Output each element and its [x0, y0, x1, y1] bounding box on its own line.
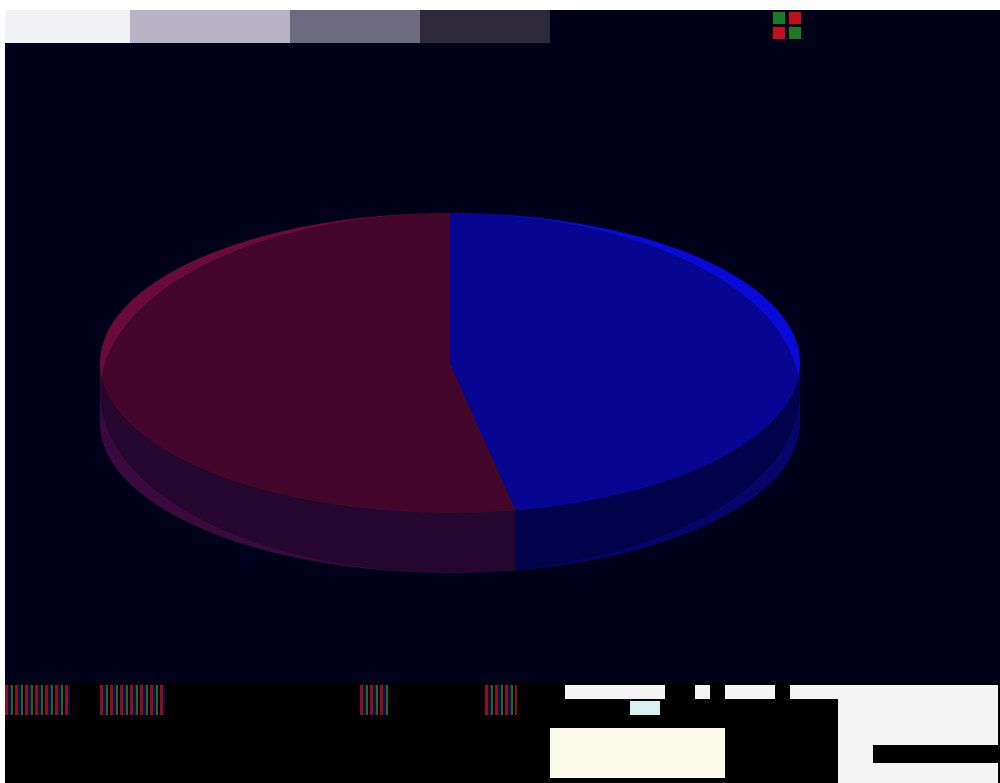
glitch-block: [695, 685, 710, 699]
glitch-block: [725, 685, 775, 699]
glitch-block: [790, 685, 840, 699]
glitch-block: [485, 685, 517, 715]
title-bar-segment: [290, 10, 420, 43]
green-square-icon: [773, 12, 785, 24]
pie-slice-0: [450, 213, 801, 511]
glitch-block: [565, 685, 665, 699]
title-bar-segment: [420, 10, 550, 43]
glitch-block: [5, 685, 70, 715]
title-bar: [5, 10, 1000, 43]
pie-slice-1: [100, 213, 516, 513]
red-square-icon: [789, 12, 801, 24]
glitch-block: [100, 685, 165, 715]
pie-slice-side-0: [515, 363, 800, 571]
pie-chart: [100, 213, 801, 573]
glitch-block: [838, 685, 998, 783]
title-bar-segment: [130, 10, 290, 43]
glitch-block: [550, 728, 725, 778]
title-bar-segment: [5, 10, 130, 43]
pie-slice-side-1: [100, 363, 516, 573]
glitch-block: [360, 685, 390, 715]
chart-canvas: [5, 43, 1000, 683]
green-square-icon: [789, 27, 801, 39]
status-strip: [5, 683, 1000, 783]
glitch-block: [873, 745, 998, 763]
pie-shade-overlay: [100, 213, 800, 573]
red-square-icon: [773, 27, 785, 39]
glitch-block: [630, 701, 660, 715]
